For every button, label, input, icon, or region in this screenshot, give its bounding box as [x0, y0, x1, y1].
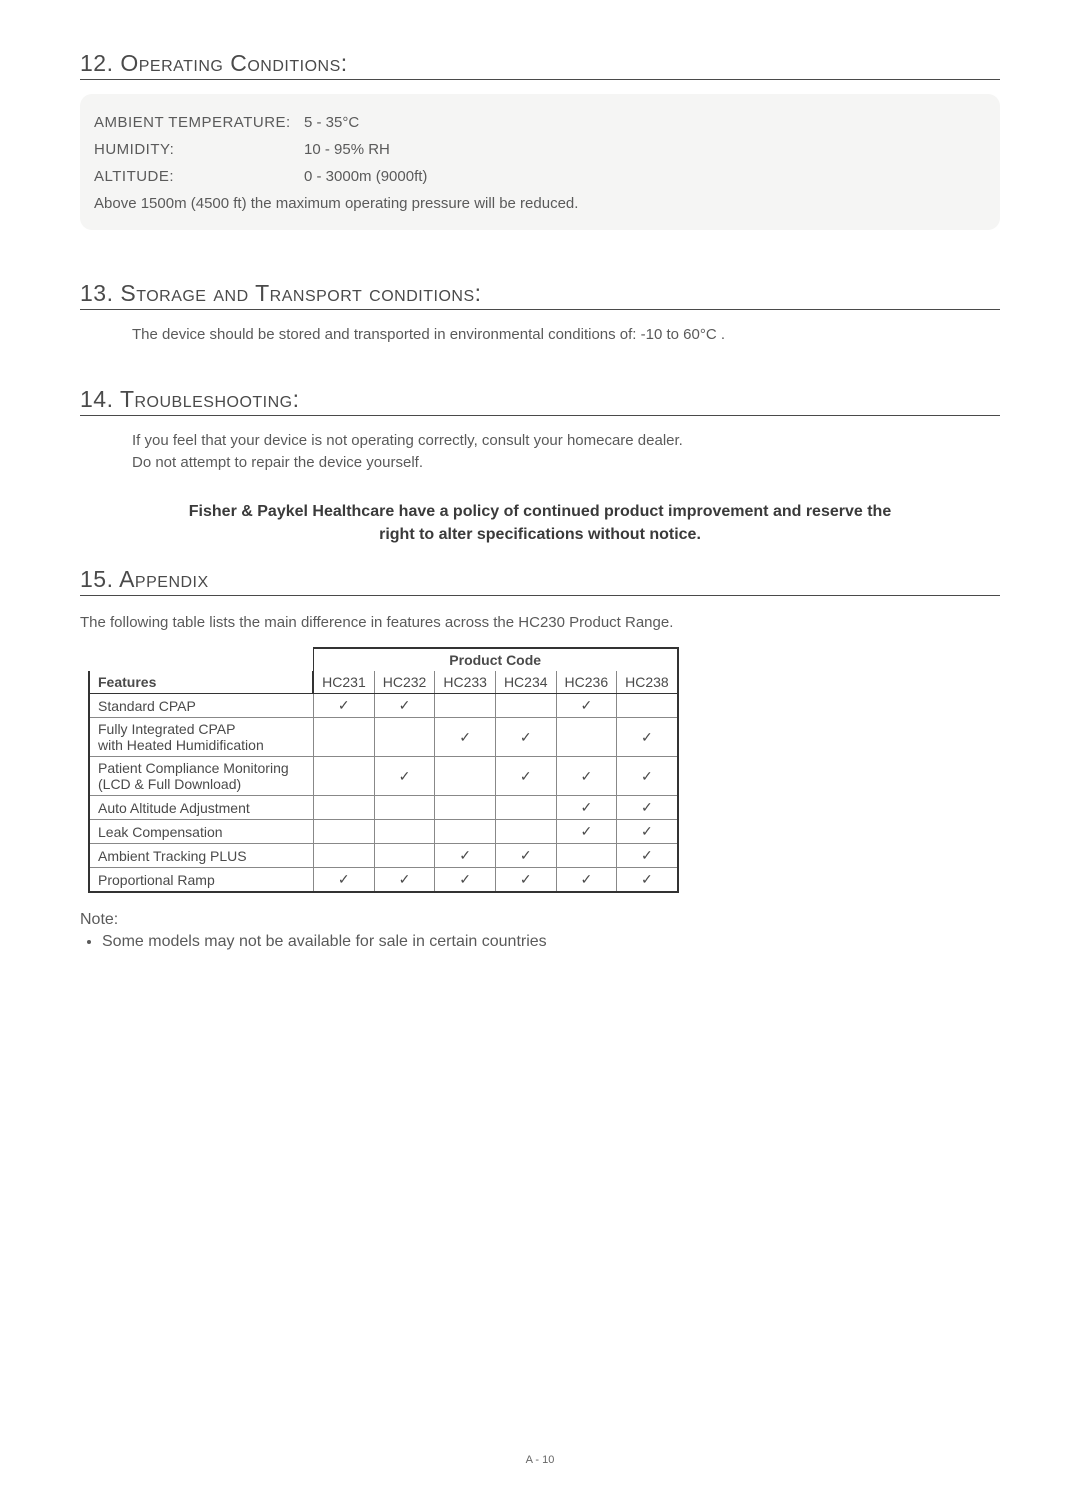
mark-cell: ✓: [374, 757, 435, 796]
mark-cell: ✓: [617, 796, 678, 820]
spec-label: AMBIENT TEMPERATURE:: [94, 114, 304, 131]
mark-cell: [556, 718, 617, 757]
section-title-appendix: 15. Appendix: [80, 566, 1000, 596]
mark-cell: ✓: [495, 844, 556, 868]
mark-cell: [374, 820, 435, 844]
feature-cell: Leak Compensation: [89, 820, 313, 844]
appendix-note: Note: Some models may not be available f…: [80, 911, 1000, 951]
code-cell: HC234: [495, 671, 556, 694]
mark-cell: [435, 694, 496, 718]
mark-cell: ✓: [617, 757, 678, 796]
spec-label: ALTITUDE:: [94, 168, 304, 185]
mark-cell: ✓: [313, 868, 374, 893]
table-header-product: Product Code: [313, 648, 678, 671]
code-cell: HC236: [556, 671, 617, 694]
note-item: Some models may not be available for sal…: [102, 933, 1000, 951]
mark-cell: [617, 694, 678, 718]
mark-cell: [313, 820, 374, 844]
mark-cell: ✓: [617, 868, 678, 893]
mark-cell: [435, 757, 496, 796]
mark-cell: ✓: [556, 796, 617, 820]
features-table: Product Code Features HC231 HC232 HC233 …: [88, 647, 679, 893]
mark-cell: [374, 796, 435, 820]
table-header-features: Features: [89, 671, 313, 694]
mark-cell: [313, 844, 374, 868]
mark-cell: ✓: [435, 844, 496, 868]
mark-cell: ✓: [617, 844, 678, 868]
mark-cell: ✓: [556, 868, 617, 893]
feature-cell: Standard CPAP: [89, 694, 313, 718]
mark-cell: ✓: [617, 718, 678, 757]
section-title-operating: 12. Operating Conditions:: [80, 50, 1000, 80]
table-row: Patient Compliance Monitoring(LCD & Full…: [89, 757, 678, 796]
table-row: Auto Altitude Adjustment ✓✓: [89, 796, 678, 820]
mark-cell: [374, 718, 435, 757]
mark-cell: ✓: [435, 718, 496, 757]
mark-cell: [313, 796, 374, 820]
troubleshoot-line: If you feel that your device is not oper…: [132, 432, 683, 449]
mark-cell: [495, 694, 556, 718]
spec-label: HUMIDITY:: [94, 141, 304, 158]
feature-cell: Ambient Tracking PLUS: [89, 844, 313, 868]
mark-cell: ✓: [313, 694, 374, 718]
mark-cell: ✓: [374, 868, 435, 893]
mark-cell: ✓: [495, 718, 556, 757]
mark-cell: [556, 844, 617, 868]
spec-row: HUMIDITY: 10 - 95% RH: [94, 141, 986, 158]
feature-cell: Fully Integrated CPAPwith Heated Humidif…: [89, 718, 313, 757]
code-cell: HC232: [374, 671, 435, 694]
table-row: Standard CPAP✓✓✓: [89, 694, 678, 718]
troubleshoot-body: If you feel that your device is not oper…: [132, 430, 1000, 474]
mark-cell: [495, 796, 556, 820]
note-label: Note:: [80, 911, 118, 928]
feature-cell: Proportional Ramp: [89, 868, 313, 893]
mark-cell: ✓: [556, 694, 617, 718]
mark-cell: ✓: [495, 757, 556, 796]
operating-spec-box: AMBIENT TEMPERATURE: 5 - 35°C HUMIDITY: …: [80, 94, 1000, 230]
appendix-intro: The following table lists the main diffe…: [80, 614, 1000, 631]
mark-cell: [374, 844, 435, 868]
feature-cell: Patient Compliance Monitoring(LCD & Full…: [89, 757, 313, 796]
mark-cell: [313, 718, 374, 757]
mark-cell: [435, 796, 496, 820]
page-number: A - 10: [0, 1454, 1080, 1466]
mark-cell: ✓: [374, 694, 435, 718]
mark-cell: ✓: [495, 868, 556, 893]
mark-cell: [495, 820, 556, 844]
storage-body: The device should be stored and transpor…: [132, 324, 1000, 346]
code-cell: HC233: [435, 671, 496, 694]
feature-cell: Auto Altitude Adjustment: [89, 796, 313, 820]
table-row: Fully Integrated CPAPwith Heated Humidif…: [89, 718, 678, 757]
mark-cell: ✓: [556, 757, 617, 796]
policy-statement: Fisher & Paykel Healthcare have a policy…: [170, 501, 910, 546]
code-cell: HC231: [313, 671, 374, 694]
table-row: Leak Compensation ✓✓: [89, 820, 678, 844]
mark-cell: ✓: [556, 820, 617, 844]
spec-value: 0 - 3000m (9000ft): [304, 168, 427, 185]
section-title-troubleshoot: 14. Troubleshooting:: [80, 386, 1000, 416]
spec-row: AMBIENT TEMPERATURE: 5 - 35°C: [94, 114, 986, 131]
mark-cell: [435, 820, 496, 844]
mark-cell: ✓: [617, 820, 678, 844]
table-row: Proportional Ramp✓✓✓✓✓✓: [89, 868, 678, 893]
table-row: Ambient Tracking PLUS✓✓✓: [89, 844, 678, 868]
spec-value: 5 - 35°C: [304, 114, 359, 131]
mark-cell: ✓: [435, 868, 496, 893]
mark-cell: [313, 757, 374, 796]
spec-note: Above 1500m (4500 ft) the maximum operat…: [94, 195, 986, 212]
section-title-storage: 13. Storage and Transport conditions:: [80, 280, 1000, 310]
code-cell: HC238: [617, 671, 678, 694]
troubleshoot-line: Do not attempt to repair the device your…: [132, 454, 423, 471]
spec-value: 10 - 95% RH: [304, 141, 390, 158]
spec-row: ALTITUDE: 0 - 3000m (9000ft): [94, 168, 986, 185]
